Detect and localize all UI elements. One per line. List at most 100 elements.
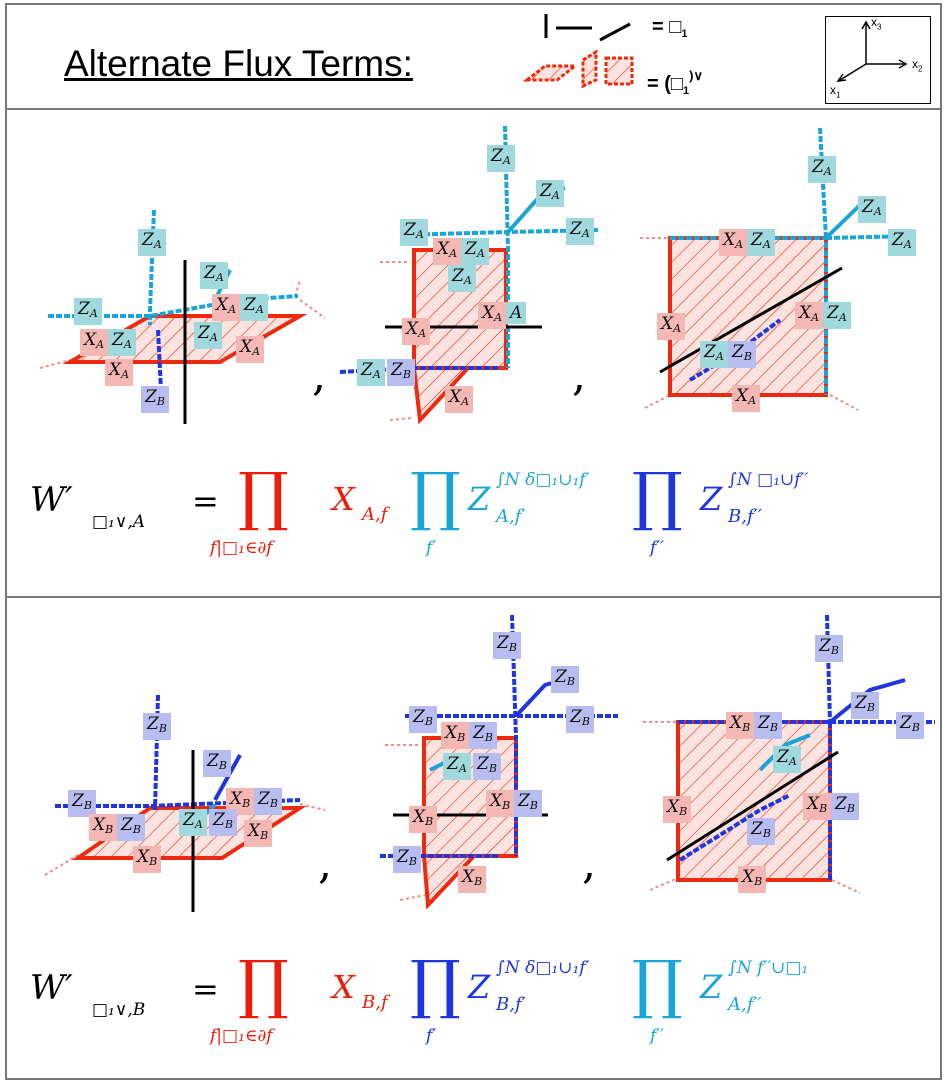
label-zb: ZB [393,846,421,873]
z1-term-sup: ∫N δ□₁∪₁f′ [496,958,590,978]
label-zb: ZB [551,666,579,693]
comma: , [318,838,332,889]
label-a: A [506,302,527,324]
prod-red-sub: f|□₁∈∂f [210,1026,273,1046]
label-xa: XA [478,302,507,329]
label-za: ZA [888,229,916,256]
label-za: ZA [566,218,594,245]
label-za: ZA [179,809,207,836]
figure-frame [5,3,942,1080]
label-za: ZA [138,229,166,256]
label-zb: ZB [141,386,169,413]
prod-blue: ∏ [632,460,683,534]
label-xa: XA [433,238,462,265]
prod-red: ∏ [238,948,289,1022]
label-zb: ZB [254,788,282,815]
prod-cyan: ∏ [410,460,461,534]
label-za: ZA [823,302,851,329]
label-za: ZA [357,359,385,386]
label-xb: XB [133,846,162,873]
label-za: ZA [808,156,836,183]
label-zb: ZB [117,814,145,841]
label-xa: XA [719,229,748,256]
prod-blue: ∏ [410,948,461,1022]
label-xb: XB [244,820,273,847]
z2-term-sup: ∫N f′′∪□₁ [728,958,809,978]
label-za: ZA [773,746,801,773]
label-xb: XB [663,796,692,823]
label-xb: XB [458,866,487,893]
label-za: ZA [461,238,489,265]
label-za: ZA [200,262,228,289]
label-xb: XB [441,722,470,749]
label-zb: ZB [473,753,501,780]
label-xb: XB [89,814,118,841]
axes-arrows [836,20,908,82]
figure-title: Alternate Flux Terms: [64,43,413,84]
label-zb: ZB [754,712,782,739]
z1-term-sup: ∫N δ□₁∪₁f′ [496,470,590,490]
comma: , [572,350,586,401]
formula-b: W′ □₁∨,B = ∏ f|□₁∈∂f X B,f ∏ f′ Z B,f′ ∫… [30,948,910,1048]
x-term: X [332,968,355,1006]
label-za: ZA [400,219,428,246]
prod-cyan-sub: f′ [426,538,437,558]
label-xb: XB [486,790,515,817]
label-za: ZA [443,753,471,780]
label-zb: ZB [387,359,415,386]
label-zb: ZB [409,706,437,733]
label-xb: XB [409,806,438,833]
label-zb: ZB [203,750,231,777]
label-xa: XA [236,336,265,363]
label-za: ZA [108,329,136,356]
formula-eq: = [192,970,219,1008]
prod-blue-sub: f′ [426,1026,437,1046]
formula-lhs: W′ [30,968,73,1008]
z2-term: Z [700,480,723,518]
formula-lhs: W′ [30,480,73,520]
label-zb: ZB [143,713,171,740]
legend-edge-glyphs [544,14,631,42]
z1-term: Z [468,968,491,1006]
axis-x2-label: x2 [912,57,923,74]
label-zb: ZB [896,712,924,739]
label-za: ZA [536,180,564,207]
label-zb: ZB [747,818,775,845]
formula-eq: = [192,482,219,520]
label-xb: XB [726,712,755,739]
legend-face-eq: = (□1)∨ [647,68,703,97]
label-xa: XA [795,302,824,329]
label-za: ZA [487,145,515,172]
label-xa: XA [80,329,109,356]
label-zb: ZB [514,790,542,817]
label-xa: XA [402,318,431,345]
label-xa: XA [445,386,474,413]
axis-x1-label: x1 [830,83,841,100]
label-za: ZA [858,196,886,223]
formula-lhs-sub: □₁∨,A [92,512,146,532]
prod-red: ∏ [238,460,289,534]
z2-term-sup: ∫N □₁∪f′′ [728,470,809,490]
label-xb: XB [738,866,767,893]
z2-term-sub: B,f′′ [728,506,762,527]
panel-b [5,596,942,1080]
label-zb: ZB [851,692,879,719]
legend-edge-eq: = □1 [652,16,688,40]
label-zb: ZB [209,809,237,836]
prod-cyan: ∏ [632,948,683,1022]
label-xb: XB [803,793,832,820]
legend-face-glyphs [522,49,634,89]
formula-a: W′ □₁∨,A = ∏ f|□₁∈∂f X A,f ∏ f′ Z A,f′ ∫… [30,460,910,560]
z1-term: Z [468,480,491,518]
axis-x3-label: x3 [871,15,882,32]
prod-blue-sub: f′′ [650,538,665,558]
label-xa: XA [212,294,241,321]
z2-term-sub: A,f′′ [728,994,762,1015]
axes-box [825,16,931,104]
label-zb: ZB [566,706,594,733]
z2-term: Z [700,968,723,1006]
label-xa: XA [105,359,134,386]
label-zb: ZB [493,632,521,659]
comma: , [582,838,596,889]
x-term: X [332,480,355,518]
